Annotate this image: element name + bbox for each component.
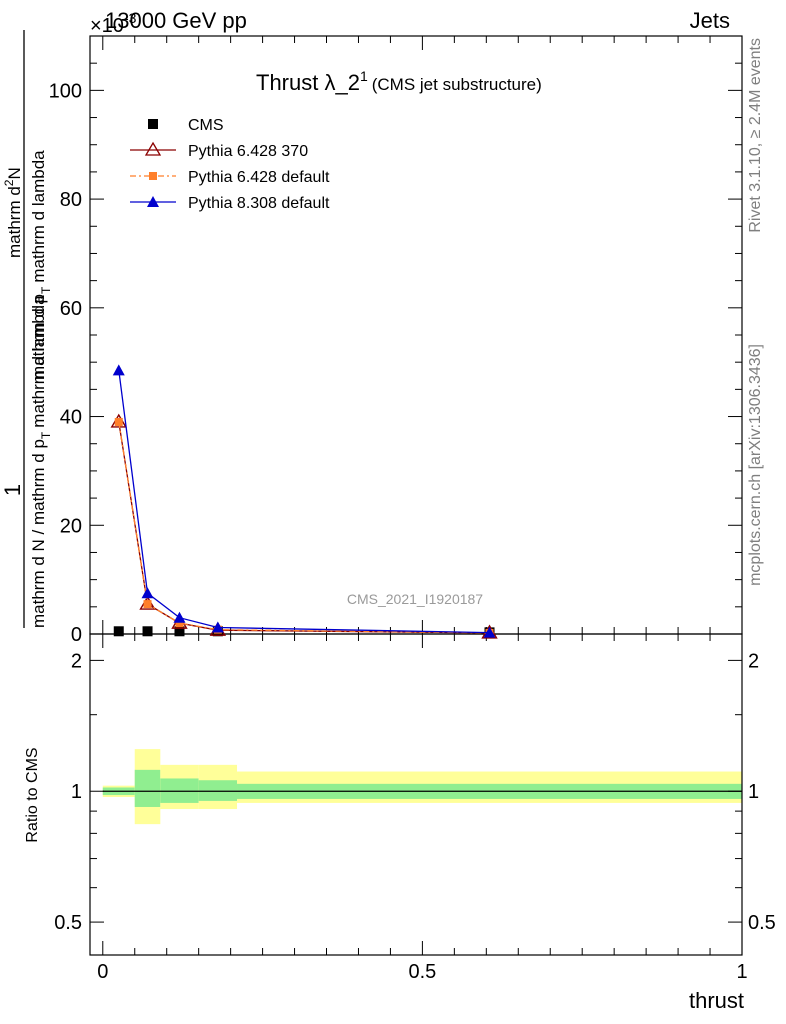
data-point-pythia6-default (175, 619, 184, 628)
data-point-pythia6-default (143, 600, 152, 609)
y-label-line3: mathrm d pTmathrm d lambda (29, 150, 53, 380)
data-point-pythia8 (112, 364, 125, 376)
ratio-y-tick-label-right: 2 (748, 650, 759, 672)
series-line-2 (118, 421, 490, 634)
y-label-numerator: 1 (0, 484, 25, 496)
scale-label: ×10-3 (90, 10, 137, 37)
data-point-pythia8 (173, 611, 186, 623)
legend-marker-pythia6-370 (144, 141, 162, 156)
ratio-y-tick-label: 1 (71, 781, 82, 803)
data-point-pythia8 (211, 621, 224, 633)
legend-label-pythia8: Pythia 8.308 default (188, 195, 330, 212)
ratio-y-tick-label: 0.5 (54, 912, 82, 934)
legend: CMS Pythia 6.428 370 Pythia 6.428 defaul… (130, 117, 330, 212)
mcplots-label: mcplots.cern.ch [arXiv:1306.3436] (747, 344, 764, 586)
legend-label-pythia6-default: Pythia 6.428 default (188, 169, 330, 186)
y-tick-label: 20 (60, 515, 82, 537)
x-axis-label: thrust (689, 988, 744, 1013)
data-point-pythia6-default (114, 417, 123, 426)
ratio-band-stat (134, 769, 161, 807)
chart-dynamic-layer: 0 20 40 60 80 100 0 0.5 1 0.5 0.5 1 1 2 2 (49, 35, 776, 983)
data-point-cms (142, 626, 153, 637)
y-tick-label: 100 (49, 80, 82, 102)
x-tick-label: 0 (97, 961, 108, 983)
rivet-label: Rivet 3.1.10, ≥ 2.4M events (747, 38, 764, 233)
header-right: Jets (690, 8, 730, 33)
ratio-y-tick-label: 2 (71, 650, 82, 672)
ratio-y-tick-label-right: 0.5 (748, 912, 776, 934)
ratio-y-tick-label-right: 1 (748, 781, 759, 803)
y-tick-label: 0 (71, 624, 82, 646)
data-point-cms (174, 626, 185, 637)
ratio-y-label: Ratio to CMS (24, 747, 41, 842)
legend-marker-pythia8 (147, 196, 159, 207)
legend-marker-pythia6-default (149, 172, 157, 180)
data-point-cms (113, 626, 124, 637)
data-point-pythia8 (141, 587, 154, 599)
ratio-band-stat (198, 780, 238, 801)
legend-label-pythia6-370: Pythia 6.428 370 (188, 143, 308, 160)
x-tick-label: 1 (736, 961, 747, 983)
y-tick-label: 60 (60, 298, 82, 320)
chart-title: Thrust λ_21 (CMS jet substructure) (256, 68, 542, 95)
x-tick-label: 0.5 (408, 961, 436, 983)
y-label-denominator: mathrm d N / mathrm d pTmathrm d lambda (29, 295, 53, 628)
analysis-watermark: CMS_2021_I1920187 (347, 591, 483, 607)
y-tick-label: 40 (60, 407, 82, 429)
y-tick-label: 80 (60, 189, 82, 211)
legend-marker-cms (148, 119, 158, 129)
data-point-pythia8 (483, 626, 496, 638)
ratio-plot-frame (89, 633, 743, 956)
y-label-line2: mathrm d2N (2, 167, 24, 258)
y-axis-label: 1 mathrm d N / mathrm d pTmathrm d lambd… (0, 30, 53, 628)
legend-label-cms: CMS (188, 117, 224, 134)
header-left: 13000 GeV pp (105, 8, 247, 33)
